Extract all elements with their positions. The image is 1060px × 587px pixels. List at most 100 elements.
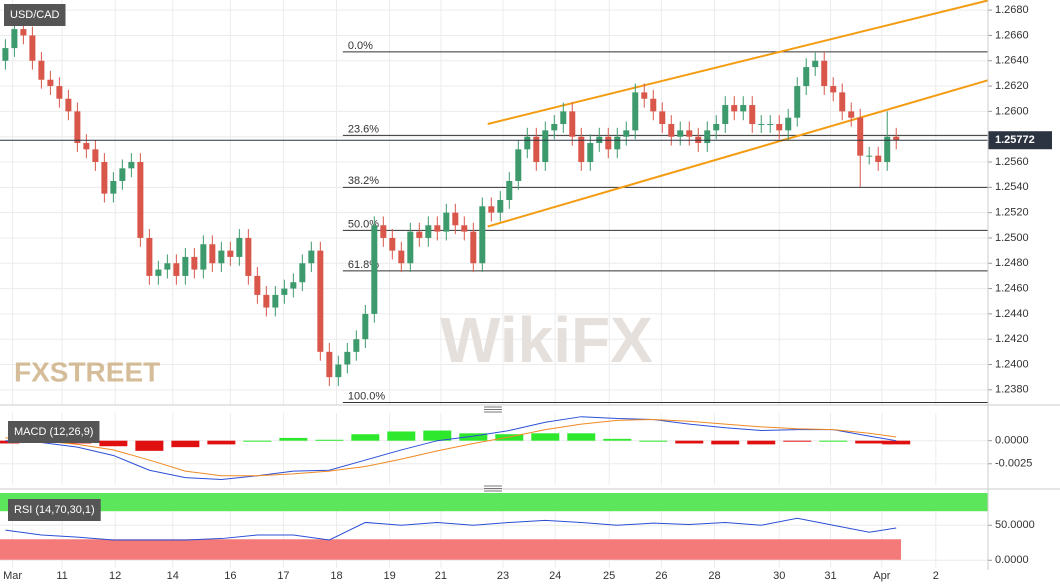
candle-body bbox=[524, 136, 531, 150]
y-tick-label: 1.2460 bbox=[995, 282, 1029, 294]
candle-body bbox=[731, 105, 738, 112]
candle-body bbox=[749, 105, 756, 125]
candle-body bbox=[227, 250, 234, 257]
price-panel: WikiFXFXSTREET0.0%23.6%38.2%50.0%61.8%10… bbox=[0, 0, 988, 405]
candle-body bbox=[884, 136, 891, 162]
x-tick-label: 11 bbox=[56, 570, 67, 582]
candle-body bbox=[434, 225, 441, 232]
candle-body bbox=[173, 263, 180, 276]
candle-body bbox=[326, 351, 333, 378]
x-tick-label: 14 bbox=[167, 570, 179, 582]
x-tick-label: 31 bbox=[824, 570, 836, 582]
candle-body bbox=[110, 180, 117, 194]
candle-body bbox=[200, 244, 207, 270]
histogram-bar bbox=[567, 433, 596, 441]
fib-label: 100.0% bbox=[348, 390, 386, 402]
histogram-bar bbox=[819, 440, 848, 442]
macd-panel bbox=[0, 413, 988, 485]
fib-label: 0.0% bbox=[348, 40, 373, 52]
candle-body bbox=[20, 29, 27, 36]
histogram-bar bbox=[531, 433, 560, 441]
candle-body bbox=[767, 124, 774, 126]
candle-body bbox=[668, 124, 675, 137]
candle-body bbox=[758, 124, 765, 126]
histogram-bar bbox=[423, 430, 452, 441]
candle-body bbox=[533, 136, 540, 162]
candle-body bbox=[335, 364, 342, 378]
rsi-panel bbox=[0, 493, 988, 568]
x-tick-label: 26 bbox=[655, 570, 667, 582]
histogram-bar bbox=[135, 440, 164, 451]
y-tick-label: 1.2620 bbox=[995, 80, 1029, 92]
candle-body bbox=[308, 250, 315, 264]
histogram-bar bbox=[783, 440, 812, 442]
candle-body bbox=[362, 313, 369, 340]
candle-body bbox=[704, 130, 711, 144]
histogram-bar bbox=[315, 439, 344, 441]
overlay: Mar 11 12 14 16 17 18 19 21 23 24 25 26 28 30 31 Apr 2 1.2… bbox=[3, 4, 1052, 582]
candle-body bbox=[812, 60, 819, 68]
panel-label: MACD (12,26,9) bbox=[14, 426, 93, 438]
y-tick-label: 1.2600 bbox=[995, 105, 1029, 117]
x-tick-label: 12 bbox=[109, 570, 121, 582]
last-price-label: 1.25772 bbox=[995, 134, 1035, 146]
histogram-bar bbox=[882, 440, 911, 445]
candle-body bbox=[236, 237, 243, 257]
candle-body bbox=[128, 162, 135, 169]
candle-body bbox=[452, 212, 459, 226]
x-tick-label: 16 bbox=[224, 570, 236, 582]
candle-body bbox=[299, 263, 306, 283]
x-tick-label: 30 bbox=[773, 570, 785, 582]
candle-body bbox=[137, 162, 144, 238]
candle-body bbox=[740, 105, 747, 112]
candle-body bbox=[344, 351, 351, 365]
y-tick-label: 1.2380 bbox=[995, 384, 1029, 396]
candle-body bbox=[11, 29, 18, 49]
resize-handle[interactable] bbox=[484, 485, 502, 492]
candle-body bbox=[866, 155, 873, 157]
candle-body bbox=[875, 155, 882, 162]
y-tick-label: 1.2680 bbox=[995, 4, 1029, 16]
candle-body bbox=[551, 124, 558, 131]
candle-body bbox=[416, 231, 423, 238]
x-tick-label: 21 bbox=[435, 570, 447, 582]
candle-body bbox=[515, 149, 522, 181]
candle-body bbox=[218, 250, 225, 264]
candle-body bbox=[659, 111, 666, 125]
histogram-bar bbox=[243, 440, 272, 442]
fib-label: 23.6% bbox=[348, 123, 379, 135]
y-tick-label: 1.2640 bbox=[995, 55, 1029, 67]
candle-body bbox=[56, 86, 63, 99]
candle-body bbox=[641, 92, 648, 99]
resize-handle[interactable] bbox=[484, 406, 502, 413]
histogram-bar bbox=[711, 440, 740, 445]
candle-body bbox=[101, 162, 108, 194]
last-price-box bbox=[988, 131, 1052, 150]
candle-body bbox=[839, 92, 846, 112]
histogram-bar bbox=[171, 440, 200, 448]
candle-body bbox=[713, 124, 720, 131]
candle-body bbox=[245, 237, 252, 276]
y-tick-label: 1.2400 bbox=[995, 358, 1029, 370]
overbought-zone bbox=[0, 493, 988, 512]
candle-body bbox=[776, 124, 783, 131]
candle-body bbox=[209, 244, 216, 264]
candle-body bbox=[182, 256, 189, 276]
candle-body bbox=[542, 130, 549, 162]
candle-body bbox=[263, 294, 270, 308]
candle-body bbox=[506, 180, 513, 200]
candle-body bbox=[398, 250, 405, 264]
trendline bbox=[487, 79, 988, 228]
y-tick-label: 1.2500 bbox=[995, 232, 1029, 244]
y-tick-label: 1.2480 bbox=[995, 257, 1029, 269]
candle-body bbox=[2, 48, 9, 61]
candle-body bbox=[119, 168, 126, 181]
histogram-bar bbox=[207, 440, 236, 445]
x-tick-label: 25 bbox=[603, 570, 615, 582]
candle-body bbox=[29, 35, 36, 61]
candle-body bbox=[353, 339, 360, 352]
candle-body bbox=[632, 92, 639, 131]
candle-body bbox=[488, 206, 495, 213]
candle-body bbox=[623, 130, 630, 137]
watermark: FXSTREET bbox=[14, 356, 160, 387]
